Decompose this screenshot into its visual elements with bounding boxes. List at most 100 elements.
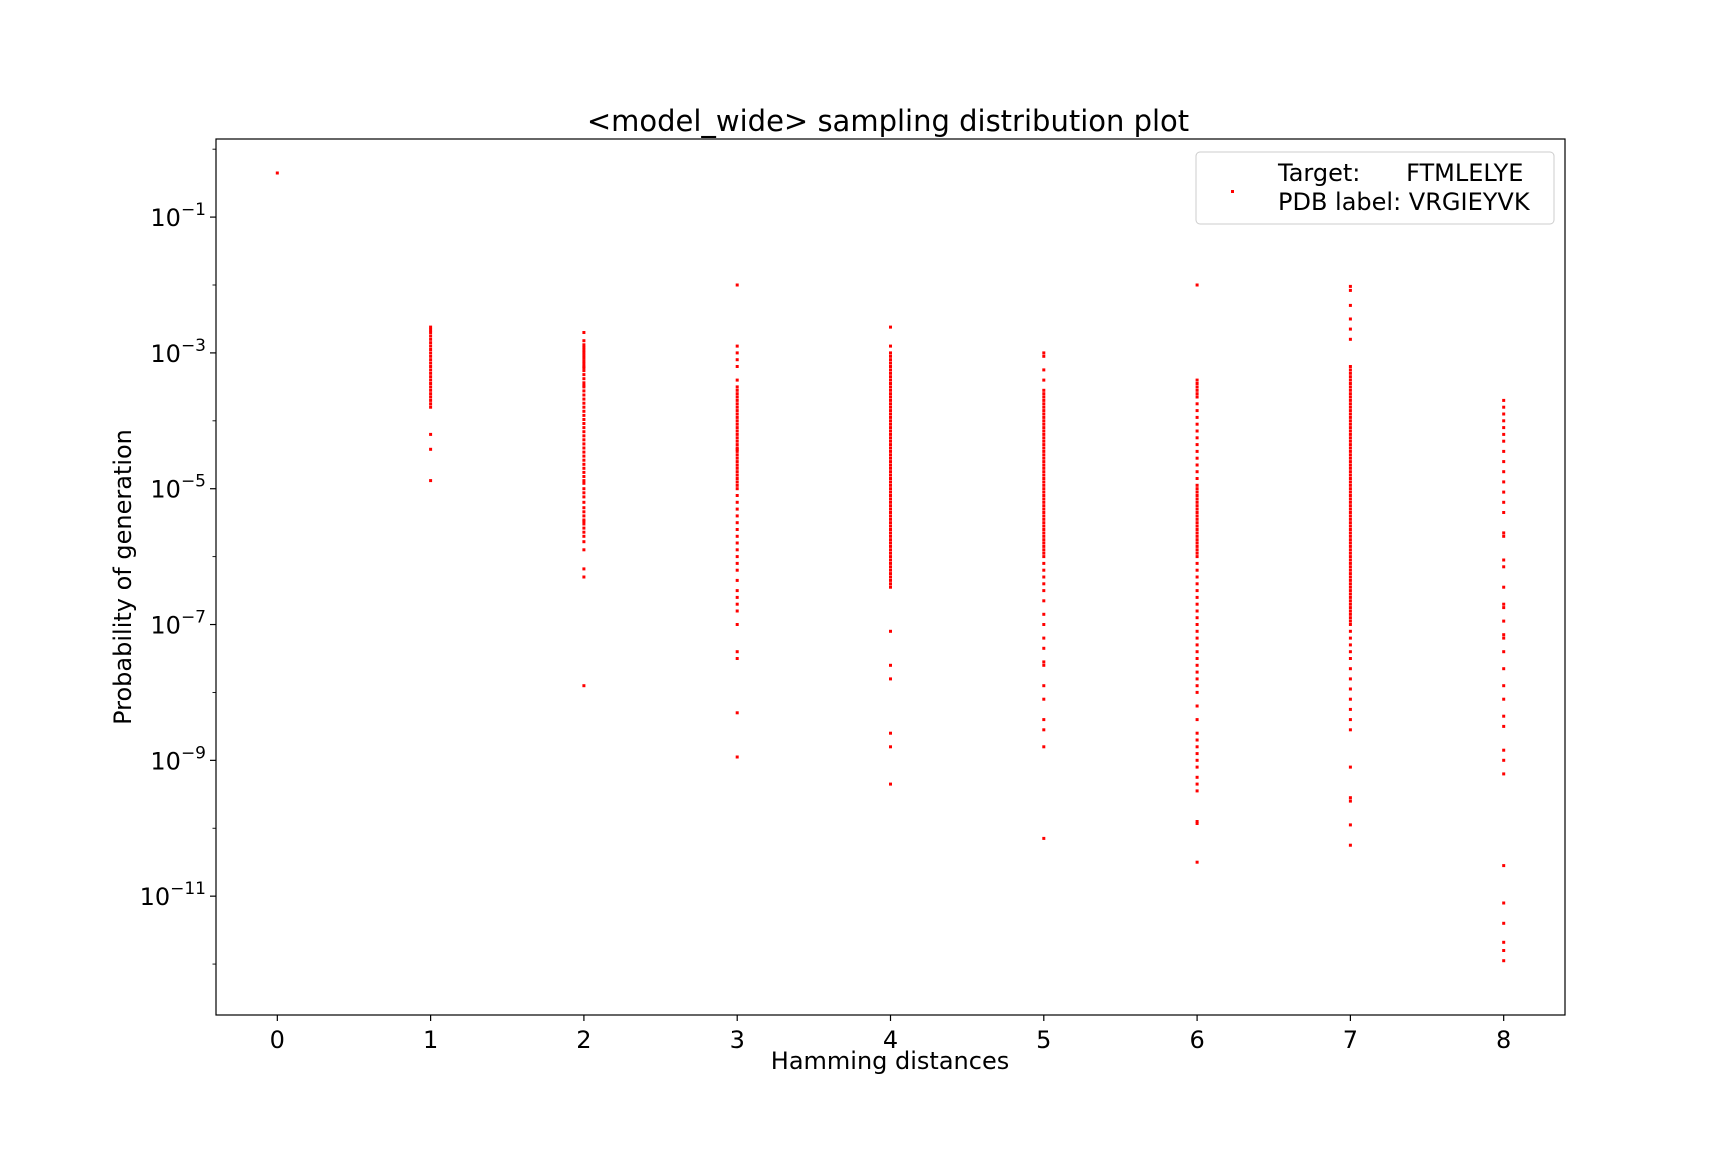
- data-point: [735, 443, 739, 447]
- data-point: [889, 487, 892, 491]
- data-point: [1195, 548, 1199, 552]
- data-point: [582, 339, 586, 343]
- data-point: [1502, 449, 1506, 453]
- data-point: [889, 517, 892, 521]
- data-point: [735, 521, 739, 525]
- data-point: [1042, 398, 1046, 402]
- data-point: [1348, 528, 1352, 531]
- data-point: [1195, 494, 1199, 497]
- data-point: [1042, 480, 1046, 484]
- data-point: [889, 325, 892, 329]
- data-point: [1042, 623, 1046, 626]
- data-point: [1348, 575, 1352, 579]
- data-point: [889, 507, 892, 511]
- data-point: [1042, 555, 1046, 559]
- data-point: [582, 522, 586, 526]
- data-point: [1502, 697, 1506, 701]
- data-point: [582, 534, 586, 538]
- data-point: [735, 439, 739, 443]
- data-point: [1348, 599, 1352, 603]
- data-point: [889, 731, 892, 735]
- points-layer: [275, 171, 1506, 963]
- data-point: [889, 426, 892, 430]
- data-point: [1042, 728, 1046, 732]
- data-point: [429, 358, 433, 362]
- data-point: [582, 475, 586, 478]
- data-point: [1502, 531, 1506, 535]
- data-point: [582, 366, 586, 370]
- data-point: [889, 378, 892, 382]
- data-point: [429, 385, 433, 389]
- data-point: [889, 395, 892, 399]
- data-point: [1502, 606, 1506, 610]
- data-point: [735, 487, 739, 491]
- data-point: [429, 479, 433, 483]
- data-point: [1195, 657, 1199, 660]
- x-axis-ticks: 0 1 2 3 4 5 6 7 8: [270, 1015, 1511, 1054]
- data-point: [1042, 745, 1046, 749]
- data-point: [1042, 422, 1046, 426]
- data-point: [1348, 368, 1352, 372]
- data-point: [1042, 439, 1046, 443]
- data-point: [1042, 660, 1046, 664]
- data-point: [1195, 402, 1199, 406]
- data-point: [1348, 565, 1352, 569]
- data-point: [889, 453, 892, 457]
- data-point: [889, 470, 892, 474]
- data-point: [1042, 504, 1046, 508]
- data-point: [1195, 514, 1199, 518]
- data-point: [1195, 544, 1199, 548]
- data-point: [1348, 504, 1352, 508]
- data-point: [1502, 534, 1506, 538]
- data-point: [889, 490, 892, 494]
- data-point: [1195, 463, 1199, 467]
- data-point: [1042, 354, 1046, 358]
- data-point: [429, 447, 433, 451]
- data-point: [889, 782, 892, 786]
- chart-title: <model_wide> sampling distribution plot: [587, 104, 1189, 138]
- data-point: [889, 354, 892, 358]
- data-point: [1348, 558, 1352, 562]
- data-point: [582, 684, 586, 688]
- data-point: [735, 415, 739, 419]
- data-point: [1348, 466, 1352, 470]
- data-point: [889, 405, 892, 409]
- data-point: [1195, 528, 1199, 531]
- data-point: [582, 442, 586, 446]
- data-point: [582, 434, 586, 438]
- data-point: [889, 392, 892, 396]
- data-point: [1502, 460, 1506, 464]
- data-point: [735, 589, 739, 593]
- data-point: [1042, 409, 1046, 413]
- data-point: [1195, 378, 1199, 382]
- data-point: [889, 480, 892, 484]
- data-point: [1042, 412, 1046, 416]
- data-point: [1348, 317, 1352, 321]
- data-point: [582, 356, 586, 360]
- data-point: [889, 371, 892, 375]
- data-point: [1348, 538, 1352, 542]
- data-point: [1195, 820, 1199, 823]
- data-point: [735, 595, 739, 599]
- data-point: [1042, 589, 1046, 593]
- legend: Target: FTMLELYE PDB label: VRGIEYVK: [1195, 151, 1555, 225]
- data-point: [889, 466, 892, 470]
- data-point: [1502, 619, 1506, 623]
- data-point: [1348, 612, 1352, 616]
- data-point: [1042, 521, 1046, 525]
- data-point: [582, 354, 586, 358]
- data-point: [1348, 765, 1352, 769]
- data-point: [582, 405, 586, 409]
- data-point: [1348, 667, 1352, 671]
- data-point: [1042, 646, 1046, 650]
- data-point: [1042, 463, 1046, 467]
- data-point: [429, 348, 433, 351]
- data-point: [1195, 782, 1199, 786]
- data-point: [1042, 541, 1046, 545]
- data-point: [889, 439, 892, 443]
- data-point: [735, 358, 739, 362]
- data-point: [582, 495, 586, 499]
- data-point: [889, 534, 892, 538]
- legend-entry-pdb-label: PDB label: VRGIEYVK: [1278, 188, 1531, 216]
- data-point: [429, 325, 433, 329]
